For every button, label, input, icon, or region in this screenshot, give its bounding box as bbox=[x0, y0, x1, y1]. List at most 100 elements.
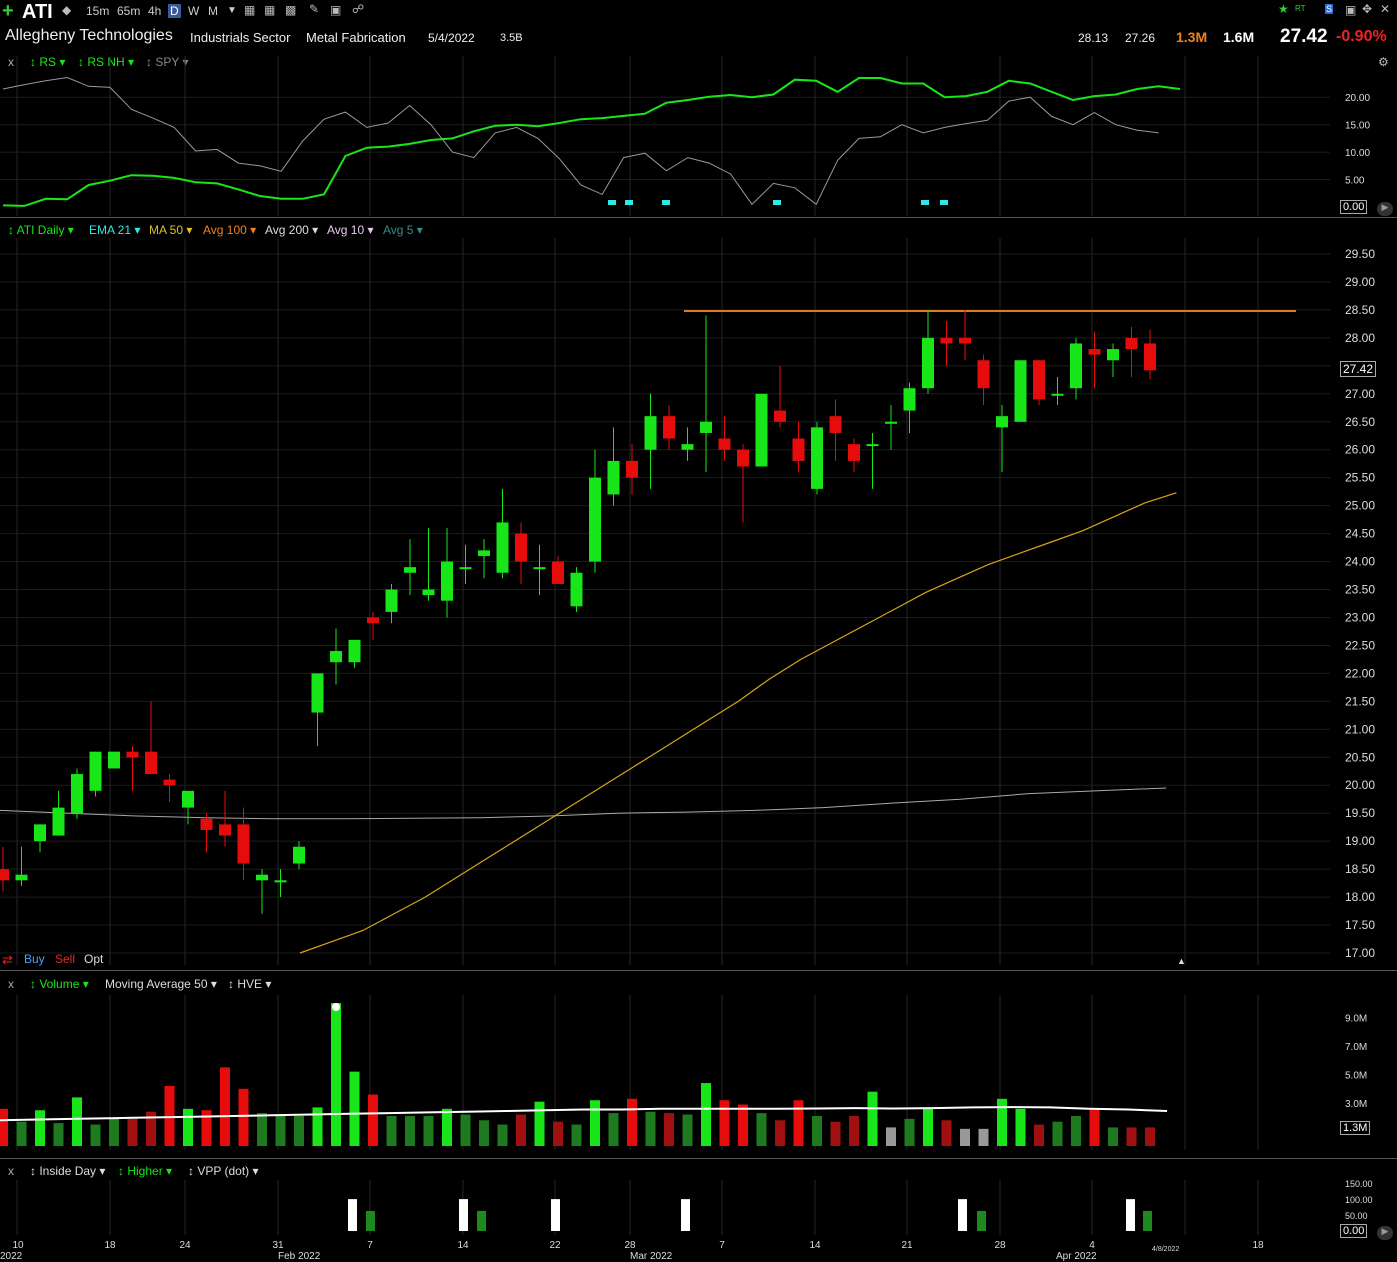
candle[interactable] bbox=[663, 404, 675, 450]
star-icon[interactable]: ★ bbox=[1278, 2, 1289, 16]
chart-type-icon[interactable]: ▦ bbox=[244, 3, 256, 17]
candle[interactable] bbox=[533, 544, 546, 596]
candle[interactable] bbox=[1107, 343, 1119, 378]
buy-button[interactable]: Buy bbox=[24, 952, 45, 966]
timeframe-daily[interactable]: D bbox=[168, 4, 181, 18]
candle[interactable] bbox=[330, 628, 342, 685]
volume-panel-close[interactable]: x bbox=[8, 977, 14, 991]
timeframe-monthly[interactable]: M bbox=[208, 4, 218, 18]
candle[interactable] bbox=[996, 404, 1008, 473]
candle[interactable] bbox=[774, 365, 786, 428]
calendar-icon[interactable]: ▩ bbox=[285, 3, 297, 17]
candle[interactable] bbox=[1033, 360, 1045, 405]
candle[interactable] bbox=[792, 421, 805, 473]
add-symbol-icon[interactable]: + bbox=[2, 0, 14, 22]
candle[interactable] bbox=[589, 449, 601, 573]
candle[interactable] bbox=[940, 321, 953, 366]
inside-panel-close[interactable]: x bbox=[8, 1164, 14, 1178]
candle[interactable] bbox=[1088, 332, 1101, 389]
ticker-symbol[interactable]: ATI bbox=[22, 1, 53, 23]
candle[interactable] bbox=[293, 841, 305, 870]
candle[interactable] bbox=[977, 354, 990, 405]
candle[interactable] bbox=[570, 567, 583, 612]
candle[interactable] bbox=[478, 539, 490, 579]
candle[interactable] bbox=[404, 539, 416, 596]
avg100-label[interactable]: Avg 100 ▾ bbox=[203, 223, 257, 237]
candle[interactable] bbox=[552, 555, 564, 584]
candle[interactable] bbox=[311, 673, 324, 747]
close-icon[interactable]: ✕ bbox=[1380, 2, 1391, 16]
candle[interactable] bbox=[348, 639, 361, 668]
pencil-icon[interactable]: ✎ bbox=[309, 2, 320, 16]
settings-icon[interactable]: ⚙ bbox=[1378, 55, 1389, 69]
candle[interactable] bbox=[681, 427, 694, 461]
sell-button[interactable]: Sell bbox=[55, 952, 76, 966]
candle[interactable] bbox=[607, 427, 620, 506]
candle[interactable] bbox=[755, 393, 768, 467]
candle[interactable] bbox=[1014, 360, 1027, 422]
candle[interactable] bbox=[89, 751, 102, 797]
candle[interactable] bbox=[0, 846, 9, 892]
rs-indicator-label[interactable]: ↕ RS ▾ bbox=[30, 55, 66, 69]
candle[interactable] bbox=[737, 444, 749, 523]
rs-panel-close[interactable]: x bbox=[8, 55, 14, 69]
timeframe-4h[interactable]: 4h bbox=[148, 4, 162, 18]
candle[interactable] bbox=[1070, 337, 1082, 400]
candle[interactable] bbox=[237, 807, 250, 881]
candle[interactable] bbox=[385, 583, 398, 624]
candle[interactable] bbox=[274, 869, 287, 898]
scroll-up-icon[interactable]: ▲ bbox=[1177, 956, 1186, 966]
s-badge-icon[interactable]: S bbox=[1325, 4, 1334, 14]
timeframe-15m[interactable]: 15m bbox=[86, 4, 110, 18]
candle[interactable] bbox=[903, 382, 916, 433]
avg5-label[interactable]: Avg 5 ▾ bbox=[383, 223, 423, 237]
candle[interactable] bbox=[626, 444, 638, 495]
timeframe-weekly[interactable]: W bbox=[188, 4, 200, 18]
candle[interactable] bbox=[1125, 326, 1138, 378]
candle[interactable] bbox=[811, 421, 823, 495]
options-button[interactable]: Opt bbox=[84, 952, 104, 966]
candle[interactable] bbox=[1051, 377, 1064, 405]
candle[interactable] bbox=[829, 399, 842, 461]
candle[interactable] bbox=[15, 846, 28, 886]
dropdown-arrow-icon[interactable]: ▼ bbox=[227, 5, 237, 16]
candle[interactable] bbox=[182, 790, 194, 825]
candle[interactable] bbox=[1144, 329, 1156, 380]
candle[interactable] bbox=[219, 790, 231, 847]
candle[interactable] bbox=[52, 790, 65, 836]
candle[interactable] bbox=[644, 393, 657, 489]
inside-day-label[interactable]: ↕ Inside Day ▾ bbox=[30, 1164, 106, 1178]
candle[interactable] bbox=[718, 416, 731, 461]
candle[interactable] bbox=[700, 315, 712, 473]
avg10-label[interactable]: Avg 10 ▾ bbox=[327, 223, 374, 237]
rs-scroll-icon[interactable]: ▶ bbox=[1377, 202, 1393, 216]
timeframe-65m[interactable]: 65m bbox=[117, 4, 141, 18]
candle[interactable] bbox=[108, 751, 120, 769]
vol-ma50-label[interactable]: Moving Average 50 ▾ bbox=[105, 977, 217, 991]
layers-icon[interactable]: ▣ bbox=[330, 3, 342, 17]
candle[interactable] bbox=[256, 869, 268, 914]
candle[interactable] bbox=[145, 701, 157, 775]
candle[interactable] bbox=[422, 528, 435, 601]
save-icon[interactable]: ▣ bbox=[1345, 3, 1357, 17]
candle[interactable] bbox=[496, 488, 509, 579]
candle[interactable] bbox=[459, 544, 472, 584]
avg200-label[interactable]: Avg 200 ▾ bbox=[265, 223, 319, 237]
ema21-label[interactable]: EMA 21 ▾ bbox=[89, 223, 141, 237]
bell-icon[interactable]: ◆ bbox=[62, 3, 72, 17]
candle[interactable] bbox=[367, 611, 379, 640]
vpp-label[interactable]: ↕ VPP (dot) ▾ bbox=[188, 1164, 259, 1178]
candle[interactable] bbox=[163, 774, 176, 803]
volume-label[interactable]: ↕ Volume ▾ bbox=[30, 977, 89, 991]
move-icon[interactable]: ✥ bbox=[1362, 2, 1373, 16]
candle[interactable] bbox=[71, 768, 83, 819]
higher-label[interactable]: ↕ Higher ▾ bbox=[118, 1164, 173, 1178]
candle[interactable] bbox=[848, 438, 860, 473]
ati-daily-label[interactable]: ↕ ATI Daily ▾ bbox=[8, 223, 74, 237]
candle[interactable] bbox=[34, 824, 46, 853]
candle[interactable] bbox=[885, 404, 897, 450]
candle[interactable] bbox=[126, 746, 139, 791]
candle[interactable] bbox=[515, 522, 527, 584]
grid-icon[interactable]: ▦ bbox=[264, 3, 276, 17]
